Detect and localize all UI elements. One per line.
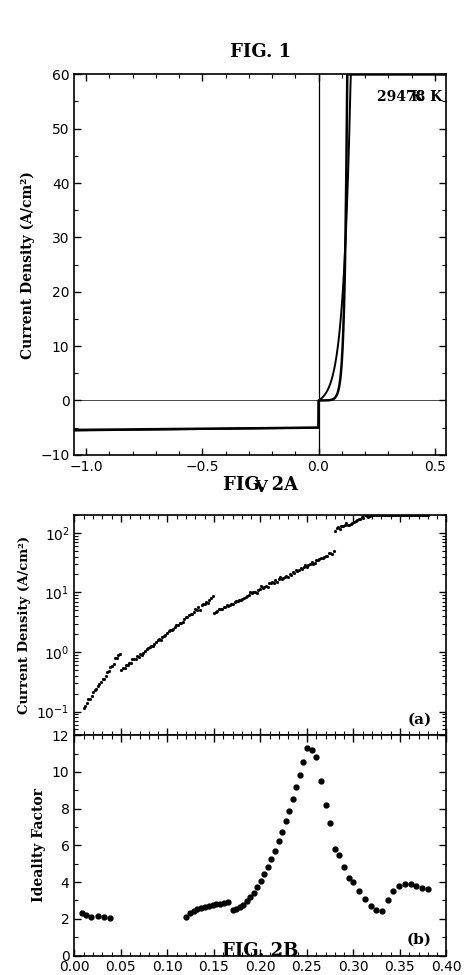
Text: 78 K: 78 K [405, 91, 442, 104]
Text: 294 K: 294 K [377, 91, 423, 104]
Text: FIG. 1: FIG. 1 [230, 43, 291, 60]
Text: FIG. 2A: FIG. 2A [223, 476, 298, 494]
Text: FIG. 2B: FIG. 2B [222, 943, 299, 960]
Text: (a): (a) [407, 713, 432, 726]
Y-axis label: Current Density (A/cm²): Current Density (A/cm²) [18, 536, 31, 714]
Text: (b): (b) [406, 933, 432, 947]
X-axis label: V: V [254, 480, 267, 496]
Y-axis label: Ideality Factor: Ideality Factor [33, 789, 46, 902]
Y-axis label: Current Density (A/cm²): Current Density (A/cm²) [20, 171, 35, 359]
